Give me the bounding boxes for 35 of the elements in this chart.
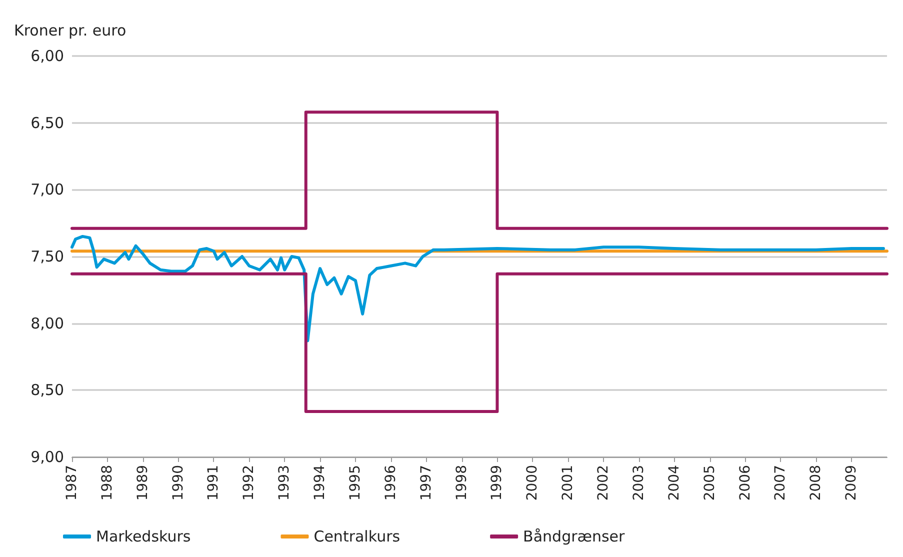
legend-label: Centralkurs <box>314 528 400 546</box>
legend-label: Markedskurs <box>96 528 191 546</box>
x-tick-label: 1988 <box>99 465 116 501</box>
y-tick-label: 8,50 <box>30 381 64 400</box>
x-tick-label: 1991 <box>206 465 222 501</box>
x-tick-label: 1990 <box>170 465 186 501</box>
x-tick-label: 1993 <box>276 465 293 501</box>
y-tick-label: 7,00 <box>30 180 64 199</box>
x-tick-label: 2005 <box>702 465 718 501</box>
y-tick-label: 9,00 <box>30 448 64 466</box>
y-tick-label: 6,00 <box>30 47 64 65</box>
x-tick-label: 1992 <box>241 465 258 501</box>
line-series <box>70 234 885 342</box>
x-tick-label: 2009 <box>844 465 860 501</box>
x-tick-label: 2007 <box>772 465 789 501</box>
x-tick-label: 1987 <box>64 465 80 501</box>
y-tick-label: 8,00 <box>30 314 64 332</box>
x-tick-label: 2000 <box>524 465 541 501</box>
x-tick-label: 2008 <box>808 465 824 501</box>
y-tick-label: 7,50 <box>30 248 64 266</box>
x-tick-label: 2001 <box>560 465 576 501</box>
x-tick-label: 2006 <box>737 464 754 501</box>
legend-label: Båndgrænser <box>523 528 626 546</box>
x-tick-label: 1994 <box>312 464 328 501</box>
x-tick-label: 1989 <box>134 465 151 501</box>
y-tick-label: 6,50 <box>30 114 64 132</box>
x-tick-label: 1996 <box>382 464 399 501</box>
x-tick-label: 1995 <box>347 465 364 501</box>
x-tick-label: 1999 <box>489 465 506 501</box>
y-axis-title: Kroner pr. euro <box>14 22 126 40</box>
x-tick-label: 2002 <box>596 465 612 501</box>
x-tick-label: 2003 <box>630 465 647 501</box>
x-tick-label: 1998 <box>454 465 470 501</box>
x-tick-label: 2004 <box>666 464 682 501</box>
x-tick-label: 1997 <box>418 465 434 501</box>
